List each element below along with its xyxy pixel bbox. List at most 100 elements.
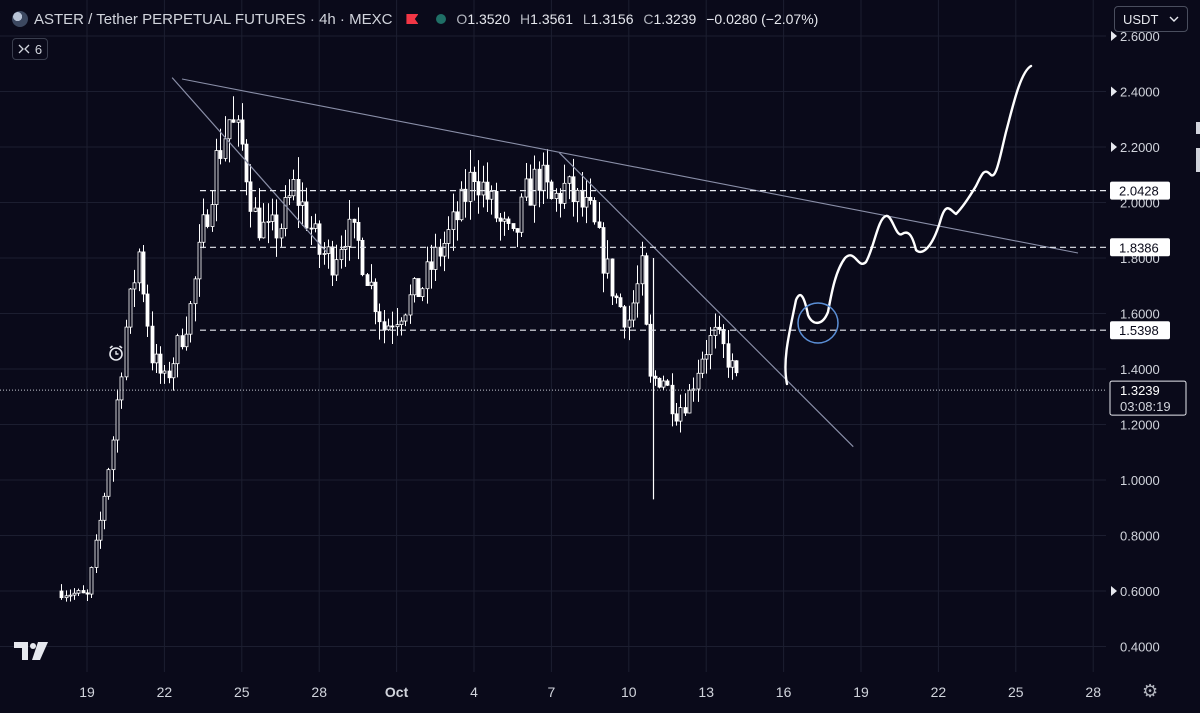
- y-tick-label: 1.6000: [1120, 307, 1160, 322]
- candle-body: [545, 164, 550, 183]
- candle-body: [111, 439, 116, 471]
- axis-marker-icon: [1111, 142, 1117, 152]
- candle-body: [347, 218, 352, 247]
- candle-body: [575, 189, 580, 203]
- candle-body: [708, 335, 713, 356]
- scroll-marker: [1196, 148, 1200, 172]
- price-level-label-bg: [1110, 238, 1170, 257]
- candle-body: [223, 138, 228, 159]
- candle-body: [481, 181, 486, 196]
- candle-body: [214, 150, 219, 205]
- y-tick-label: 1.2000: [1120, 418, 1160, 433]
- candle-body: [665, 380, 670, 386]
- candle-body: [334, 259, 339, 276]
- x-tick-label: 19: [79, 684, 95, 700]
- candle-body: [390, 325, 395, 328]
- candle-body: [162, 370, 167, 374]
- candle-body: [128, 288, 133, 328]
- x-tick-label: 19: [853, 684, 869, 700]
- candle-body: [519, 196, 524, 233]
- candle-body: [653, 375, 658, 379]
- alarm-clock-icon[interactable]: [107, 344, 125, 362]
- candle-body: [597, 221, 602, 228]
- price-level-label: 1.5398: [1119, 323, 1159, 338]
- price-level-label: 1.8386: [1119, 240, 1159, 255]
- candle-body: [180, 335, 185, 348]
- candle-body: [210, 204, 215, 227]
- candle-body: [59, 590, 64, 599]
- candle-body: [506, 218, 511, 224]
- candle-body: [717, 326, 722, 330]
- candle-body: [468, 171, 473, 202]
- candle-body: [528, 178, 533, 206]
- candle-body: [532, 168, 537, 206]
- symbol-title[interactable]: ASTER / Tether PERPETUAL FUTURES · 4h · …: [34, 10, 393, 28]
- candle-body: [678, 407, 683, 422]
- flag-icon[interactable]: [406, 14, 419, 24]
- candle-body: [567, 176, 572, 184]
- candle-body: [399, 320, 404, 326]
- candle-body: [713, 326, 718, 336]
- scroll-marker: [1196, 122, 1200, 134]
- candle-body: [360, 239, 365, 276]
- candle-body: [326, 246, 331, 254]
- candle-body: [132, 282, 137, 290]
- candle-body: [502, 218, 507, 222]
- candle-body: [322, 253, 327, 255]
- axis-marker-icon: [1111, 86, 1117, 97]
- candle-body: [730, 360, 735, 368]
- candle-body: [94, 539, 99, 568]
- chevron-down-icon: [1169, 16, 1179, 22]
- annotation-circle: [797, 302, 839, 344]
- candle-body: [412, 278, 417, 296]
- candle-body: [291, 179, 296, 197]
- candle-body: [373, 281, 378, 313]
- candle-body: [494, 190, 499, 219]
- trendline: [171, 77, 328, 253]
- candle-body: [184, 333, 189, 348]
- low-value: 1.3156: [590, 11, 634, 27]
- candle-body: [304, 201, 309, 229]
- candle-body: [674, 413, 679, 422]
- candle-body: [584, 196, 589, 208]
- candle-body: [266, 221, 271, 223]
- candle-body: [300, 201, 305, 206]
- candles: [59, 96, 739, 602]
- candle-body: [369, 281, 374, 286]
- candle-body: [541, 164, 546, 191]
- tradingview-logo[interactable]: [14, 642, 50, 662]
- candle-body: [119, 376, 124, 401]
- candle-body: [89, 567, 94, 595]
- currency-selector[interactable]: USDT: [1114, 6, 1188, 32]
- x-tick-label: 7: [548, 684, 556, 700]
- candle-body: [382, 321, 387, 331]
- candle-body: [627, 319, 632, 328]
- candle-body: [274, 214, 279, 239]
- candle-body: [554, 192, 559, 200]
- projection-path: [784, 64, 1033, 386]
- candle-body: [425, 261, 430, 290]
- candle-body: [283, 197, 288, 230]
- countdown-label: 03:08:19: [1120, 399, 1171, 414]
- gear-icon[interactable]: ⚙: [1142, 681, 1159, 701]
- chart-header: ASTER / Tether PERPETUAL FUTURES · 4h · …: [12, 8, 824, 30]
- candle-body: [261, 221, 266, 239]
- candle-body: [218, 150, 223, 159]
- candle-body: [472, 171, 477, 183]
- candle-body: [734, 360, 739, 374]
- candle-body: [433, 246, 438, 270]
- candle-body: [386, 325, 391, 331]
- candle-body: [145, 293, 150, 327]
- high-value: 1.3561: [530, 11, 573, 27]
- candle-body: [562, 182, 567, 204]
- indicators-toggle[interactable]: 6: [12, 38, 48, 60]
- candle-body: [644, 255, 649, 325]
- candle-body: [476, 181, 481, 196]
- x-tick-label: 4: [470, 684, 478, 700]
- x-tick-label: 13: [698, 684, 714, 700]
- x-tick-label: 22: [157, 684, 173, 700]
- candle-body: [610, 258, 615, 297]
- candle-body: [442, 242, 447, 257]
- candle-body: [592, 200, 597, 223]
